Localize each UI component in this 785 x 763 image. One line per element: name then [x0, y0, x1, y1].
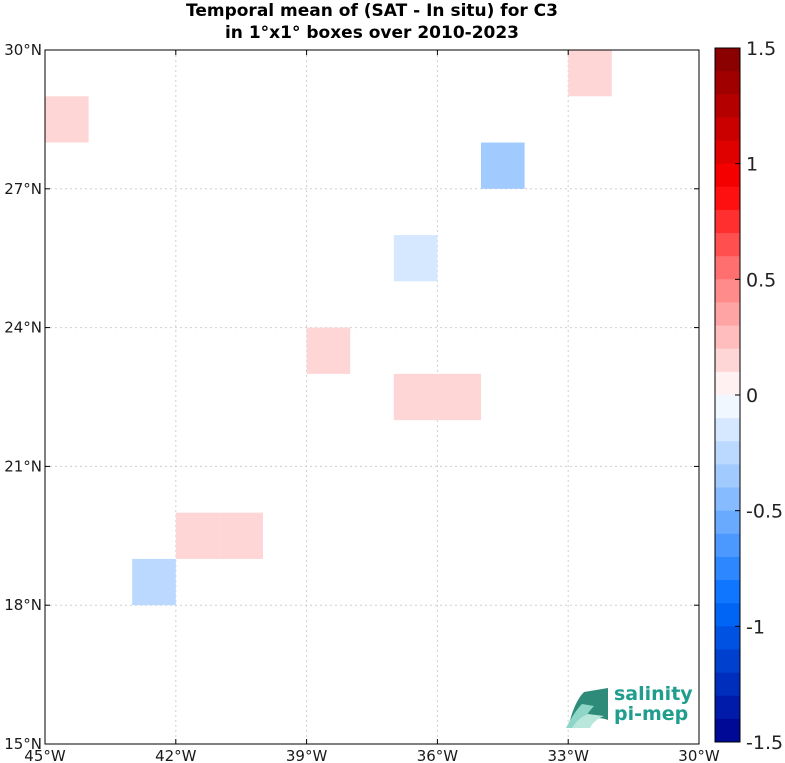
colorbar-segment [715, 256, 740, 280]
title-line-2: in 1°x1° boxes over 2010-2023 [224, 23, 520, 43]
logo-text: salinity pi-mep [614, 684, 693, 724]
colorbar-segment [715, 603, 740, 627]
colorbar-segment [715, 71, 740, 95]
colorbar-tick-label: -0.5 [746, 501, 783, 523]
salinity-pi-mep-logo: salinity pi-mep [564, 684, 694, 730]
colorbar-segment [715, 418, 740, 442]
colorbar-tick-label: -1.5 [746, 732, 783, 754]
colorbar-segment [715, 302, 740, 327]
colorbar-tick-label: -1 [746, 616, 765, 638]
colorbar-segment [715, 186, 740, 211]
data-box [393, 373, 438, 421]
colorbar-segment [715, 510, 740, 535]
colorbar-segment [715, 464, 740, 489]
chart-title: Temporal mean of (SAT - In situ) for C3 … [0, 0, 744, 44]
colorbar-segment [715, 441, 740, 465]
colorbar-segment [715, 580, 740, 604]
data-box [568, 50, 612, 97]
x-tick-label: 36°W [417, 747, 459, 763]
colorbar-segment [715, 48, 740, 72]
colorbar-segment [715, 556, 740, 581]
colorbar-tick-label: 0 [746, 385, 758, 407]
data-box [45, 96, 89, 143]
data-box [219, 512, 263, 559]
logo-line-1: salinity [614, 683, 693, 705]
data-box [306, 327, 351, 374]
colorbar-segment [715, 209, 740, 234]
y-tick-label: 30°N [4, 41, 42, 59]
colorbar-segment [715, 279, 740, 303]
data-box [132, 558, 176, 606]
colorbar-segment [715, 672, 740, 697]
colorbar-segment [715, 626, 740, 650]
colorbar-segment [715, 163, 740, 188]
data-box [393, 235, 438, 282]
y-tick-label: 27°N [4, 180, 42, 198]
map-frame-bg [45, 50, 699, 744]
y-tick-label: 24°N [4, 319, 42, 337]
x-tick-label: 42°W [155, 747, 197, 763]
colorbar-segment [715, 94, 740, 118]
colorbar-segment [715, 395, 740, 419]
colorbar-tick-label: 1 [746, 154, 758, 176]
x-tick-label: 39°W [286, 747, 328, 763]
colorbar-segment [715, 649, 740, 674]
colorbar-tick-label: 1.5 [746, 38, 776, 60]
logo-wave-icon [566, 688, 608, 728]
colorbar-segment [715, 325, 740, 350]
data-boxes [45, 50, 612, 606]
colorbar-segment [715, 695, 740, 720]
colorbar-segment [715, 117, 740, 142]
data-box [481, 142, 525, 189]
x-tick-label: 45°W [24, 747, 66, 763]
colorbar-segment [715, 533, 740, 558]
colorbar: 1.5 1 0.5 0 -0.5 -1 -1.5 [714, 38, 783, 754]
title-line-1: Temporal mean of (SAT - In situ) for C3 [186, 1, 558, 21]
colorbar-segment [715, 140, 740, 165]
y-tick-label: 21°N [4, 457, 42, 475]
y-tick-label: 18°N [4, 596, 42, 614]
colorbar-segment [715, 233, 740, 257]
colorbar-tick-label: 0.5 [746, 269, 776, 291]
axis-ticks: 45°W 42°W 39°W 36°W 33°W 30°W 15°N 18°N 21°N 24°N… [4, 41, 720, 763]
x-tick-label: 30°W [678, 747, 720, 763]
colorbar-segment [715, 348, 740, 373]
data-box [437, 373, 481, 421]
colorbar-segment [715, 718, 740, 743]
map-frame [44, 49, 700, 745]
colorbar-segment [715, 371, 740, 396]
y-tick-label: 15°N [4, 735, 42, 753]
colorbar-segment [715, 487, 740, 512]
x-tick-label: 33°W [547, 747, 589, 763]
data-box [175, 512, 220, 559]
logo-line-2: pi-mep [614, 703, 689, 725]
